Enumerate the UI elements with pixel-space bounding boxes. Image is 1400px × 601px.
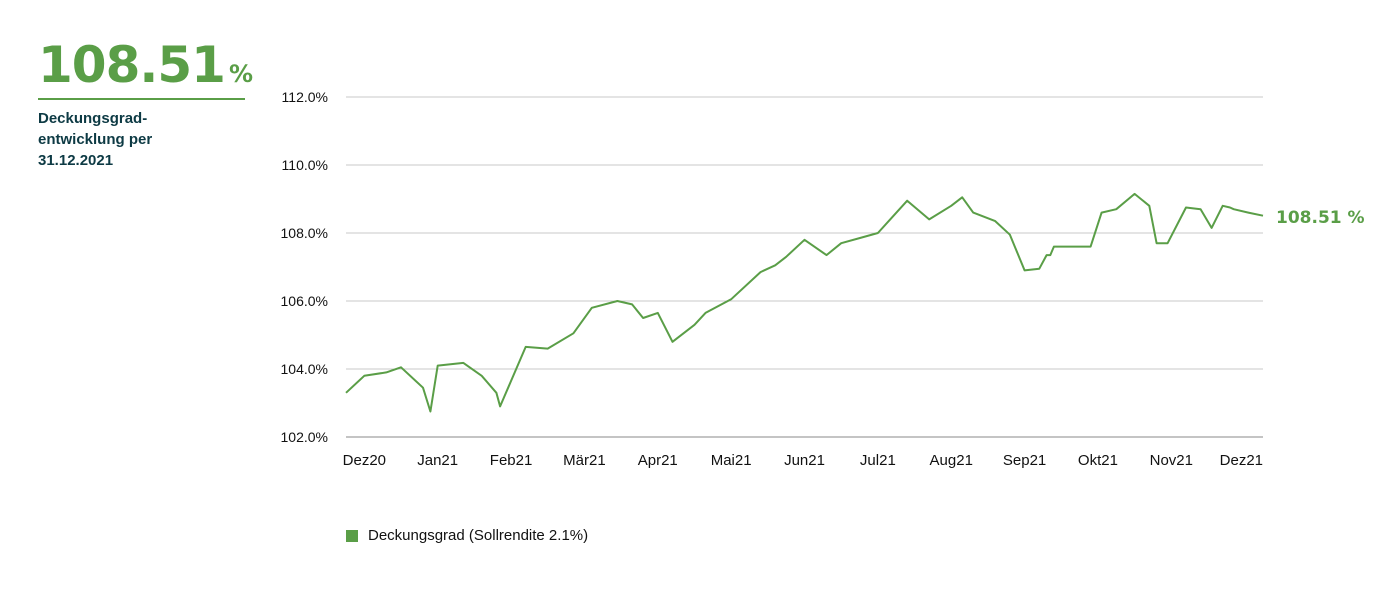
kpi-number: 108.51 bbox=[38, 36, 226, 94]
legend-label: Deckungsgrad (Sollrendite 2.1%) bbox=[368, 527, 589, 544]
kpi-caption-line: 31.12.2021 bbox=[38, 152, 114, 169]
kpi-panel: 108.51% Deckungsgrad- entwicklung per 31… bbox=[38, 40, 253, 171]
x-tick-label: Jun21 bbox=[784, 452, 825, 469]
x-tick-label: Mär21 bbox=[563, 452, 606, 469]
x-tick-label: Nov21 bbox=[1150, 452, 1193, 469]
y-tick-label: 112.0% bbox=[282, 89, 328, 105]
x-tick-label: Aug21 bbox=[930, 452, 973, 469]
y-tick-label: 106.0% bbox=[281, 293, 328, 309]
x-tick-label: Okt21 bbox=[1078, 452, 1118, 469]
x-tick-label: Jan21 bbox=[417, 452, 458, 469]
legend: Deckungsgrad (Sollrendite 2.1%) bbox=[346, 527, 588, 544]
kpi-divider bbox=[38, 98, 245, 100]
y-axis: 102.0% 104.0% 106.0% 108.0% 110.0% 112.0% bbox=[281, 89, 328, 445]
kpi-caption-line: Deckungsgrad- bbox=[38, 110, 148, 127]
x-tick-label: Dez21 bbox=[1220, 452, 1263, 469]
x-tick-label: Dez20 bbox=[343, 452, 386, 469]
y-tick-label: 104.0% bbox=[281, 361, 328, 377]
kpi-caption-line: entwicklung per bbox=[38, 131, 153, 148]
series-line bbox=[345, 192, 1264, 413]
y-tick-label: 110.0% bbox=[282, 157, 328, 173]
series-layer bbox=[345, 192, 1264, 413]
x-tick-label: Mai21 bbox=[711, 452, 752, 469]
kpi-value: 108.51% bbox=[38, 40, 253, 90]
end-value-label: 108.51 % bbox=[1276, 208, 1365, 228]
y-tick-label: 108.0% bbox=[281, 225, 328, 241]
x-axis: Dez20 Jan21 Feb21 Mär21 Apr21 Mai21 Jun21 Jul21… bbox=[343, 452, 1263, 469]
kpi-unit: % bbox=[228, 60, 253, 88]
x-tick-label: Apr21 bbox=[638, 452, 678, 469]
x-tick-label: Jul21 bbox=[860, 452, 896, 469]
x-tick-label: Feb21 bbox=[490, 452, 533, 469]
legend-swatch bbox=[346, 529, 358, 542]
kpi-caption: Deckungsgrad- entwicklung per 31.12.2021 bbox=[38, 108, 245, 171]
y-tick-label: 102.0% bbox=[281, 429, 328, 445]
grid-layer bbox=[346, 96, 1263, 438]
x-tick-label: Sep21 bbox=[1003, 452, 1046, 469]
